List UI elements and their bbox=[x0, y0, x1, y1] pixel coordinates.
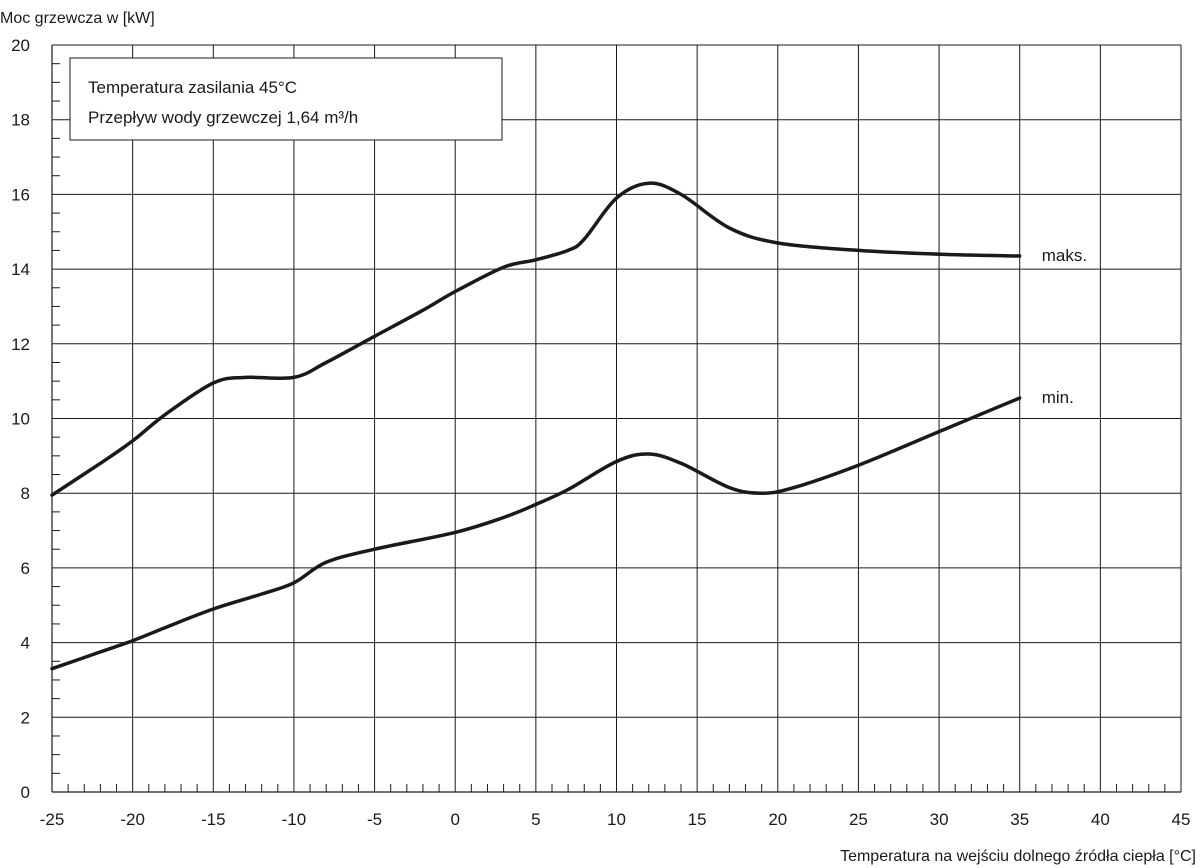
y-tick-label-1: 2 bbox=[21, 708, 30, 727]
y-tick-label-2: 4 bbox=[21, 634, 30, 653]
y-tick-label-7: 14 bbox=[11, 260, 30, 279]
info-box-frame bbox=[69, 57, 503, 141]
y-tick-label-5: 10 bbox=[11, 410, 30, 429]
series-line-min bbox=[50, 396, 1022, 671]
info-box: Temperatura zasilania 45°C Przepływ wody… bbox=[69, 57, 503, 141]
y-tick-label-3: 6 bbox=[21, 559, 30, 578]
y-tick-label-6: 12 bbox=[11, 335, 30, 354]
x-axis-title: Temperatura na wejściu dolnego źródła ci… bbox=[840, 848, 1196, 865]
x-tick-label-13: 40 bbox=[1091, 810, 1110, 829]
x-tick-label-11: 30 bbox=[930, 810, 949, 829]
x-tick-label-9: 20 bbox=[768, 810, 787, 829]
y-tick-label-4: 8 bbox=[21, 484, 30, 503]
x-tick-label-12: 35 bbox=[1010, 810, 1029, 829]
x-tick-label-0: -25 bbox=[40, 810, 65, 829]
x-tick-label-7: 10 bbox=[607, 810, 626, 829]
x-tick-label-1: -20 bbox=[120, 810, 145, 829]
x-tick-label-8: 15 bbox=[688, 810, 707, 829]
info-line-supply-temp: Temperatura zasilania 45°C bbox=[88, 78, 297, 97]
series-lines bbox=[50, 181, 1022, 671]
x-tick-label-3: -10 bbox=[282, 810, 307, 829]
y-tick-label-10: 20 bbox=[11, 36, 30, 55]
series-label-min: min. bbox=[1042, 388, 1074, 407]
x-tick-label-4: -5 bbox=[367, 810, 382, 829]
minor-ticks bbox=[52, 63, 1166, 792]
x-tick-label-10: 25 bbox=[849, 810, 868, 829]
series-line-max bbox=[50, 181, 1022, 497]
y-axis-title: Moc grzewcza w [kW] bbox=[0, 10, 155, 27]
y-tick-label-8: 16 bbox=[11, 185, 30, 204]
x-tick-label-2: -15 bbox=[201, 810, 226, 829]
tick-labels: -25 -20 -15 -10 -5 0 5 10 15 20 25 30 35 40 45 0 2 4 6 8 10 1… bbox=[11, 36, 1190, 829]
x-tick-label-14: 45 bbox=[1172, 810, 1191, 829]
info-line-water-flow: Przepływ wody grzewczej 1,64 m³/h bbox=[88, 108, 358, 127]
series-label-max: maks. bbox=[1042, 246, 1087, 265]
x-tick-label-6: 5 bbox=[531, 810, 540, 829]
y-tick-label-9: 18 bbox=[11, 111, 30, 130]
x-tick-label-5: 0 bbox=[450, 810, 459, 829]
y-tick-label-0: 0 bbox=[21, 783, 30, 802]
grid bbox=[51, 44, 1182, 793]
